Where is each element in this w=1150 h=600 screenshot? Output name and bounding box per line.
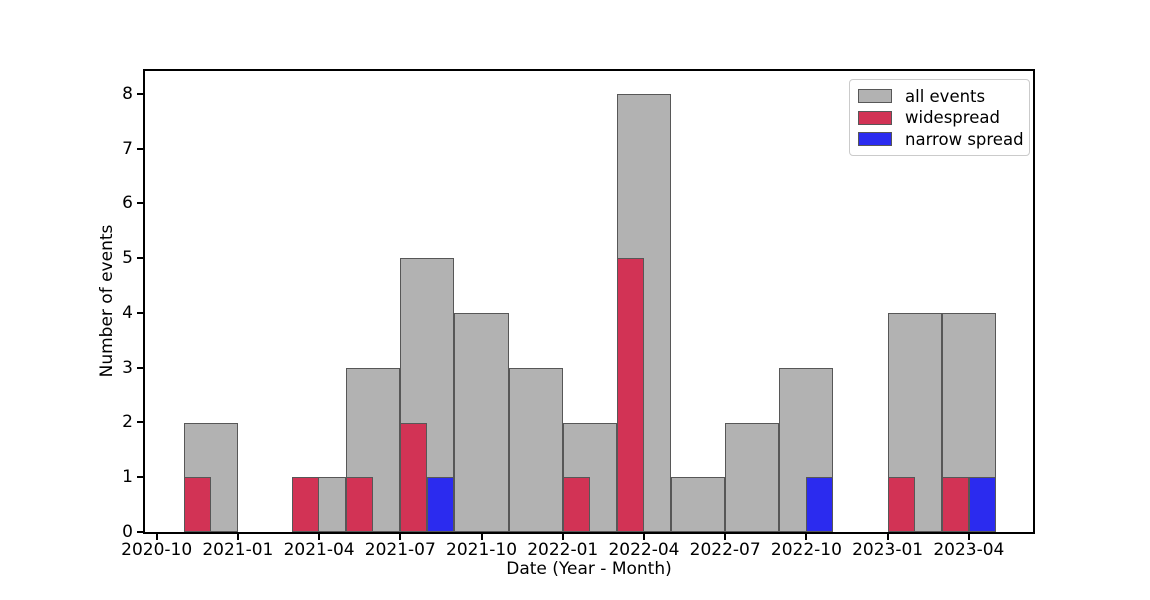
- x-tick: [642, 534, 645, 540]
- y-tick-label: 7: [122, 138, 133, 159]
- bar-widespread-2023-03: [941, 477, 969, 532]
- y-tick-label: 0: [122, 522, 133, 542]
- x-tick-label: 2021-01: [202, 540, 274, 560]
- y-tick: [137, 421, 143, 424]
- x-tick-label: 2023-04: [933, 540, 1005, 560]
- y-tick: [137, 476, 143, 479]
- bar-all-events-2021-11: [508, 367, 563, 532]
- legend-row-widespread: widespread: [858, 108, 1021, 127]
- y-tick: [137, 202, 143, 205]
- bar-widespread-2022-03: [616, 258, 644, 532]
- bar-all-events-2021-05: [346, 367, 401, 532]
- y-tick: [137, 531, 143, 533]
- x-tick-label: 2022-04: [608, 540, 680, 560]
- x-tick-label: 2022-07: [689, 540, 761, 560]
- x-tick-label: 2022-01: [527, 540, 599, 560]
- bar-narrow-spread-2022-10: [806, 477, 834, 532]
- x-tick-label: 2023-01: [852, 540, 924, 560]
- legend-label: widespread: [905, 108, 1000, 127]
- x-tick-label: 2022-10: [770, 540, 842, 560]
- y-tick: [137, 147, 143, 150]
- bar-all-events-2021-09: [454, 313, 509, 532]
- bar-narrow-spread-2021-08: [427, 477, 455, 532]
- y-tick-label: 4: [122, 302, 133, 323]
- x-tick: [561, 534, 564, 540]
- x-tick-label: 2021-10: [446, 540, 518, 560]
- legend-swatch-all-events: [858, 89, 892, 103]
- x-tick-label: 2021-07: [364, 540, 436, 560]
- legend: all events widespread narrow spread: [849, 79, 1030, 156]
- y-tick-label: 6: [122, 193, 133, 214]
- legend-label: narrow spread: [905, 129, 1024, 149]
- x-tick: [318, 534, 321, 540]
- y-tick-label: 3: [122, 357, 133, 378]
- y-tick-label: 5: [122, 248, 133, 269]
- legend-label: all events: [905, 86, 986, 106]
- y-tick-label: 8: [122, 83, 133, 104]
- y-tick: [137, 311, 143, 314]
- x-tick: [724, 534, 727, 540]
- y-tick: [137, 257, 143, 260]
- x-tick: [236, 534, 239, 540]
- legend-swatch-narrow-spread: [858, 132, 892, 146]
- bar-all-events-2022-05: [671, 477, 726, 532]
- x-tick: [155, 534, 158, 540]
- legend-swatch-widespread: [858, 110, 892, 125]
- bar-widespread-2021-03: [292, 477, 320, 532]
- x-tick-label: 2021-04: [283, 540, 355, 560]
- x-tick: [399, 534, 402, 540]
- bar-narrow-spread-2023-04: [968, 477, 996, 532]
- x-tick: [805, 534, 808, 540]
- y-tick: [137, 92, 143, 95]
- bar-widespread-2021-07: [400, 422, 428, 532]
- bar-widespread-2021-05: [346, 477, 374, 532]
- y-tick-label: 1: [122, 467, 133, 488]
- y-tick-label: 2: [122, 412, 133, 433]
- x-axis-label: Date (Year - Month): [506, 559, 672, 579]
- bar-widespread-2023-01: [887, 477, 915, 532]
- legend-row-all-events: all events: [858, 87, 1021, 106]
- bars-layer: [145, 71, 1033, 532]
- y-tick: [137, 366, 143, 369]
- bar-widespread-2020-11: [183, 477, 211, 532]
- legend-row-narrow-spread: narrow spread: [858, 129, 1024, 149]
- bar-widespread-2022-01: [562, 477, 590, 532]
- bar-all-events-2022-07: [725, 422, 780, 532]
- x-tick: [886, 534, 889, 540]
- x-tick: [967, 534, 970, 540]
- x-tick-label: 2020-10: [121, 540, 193, 560]
- x-tick: [480, 534, 483, 540]
